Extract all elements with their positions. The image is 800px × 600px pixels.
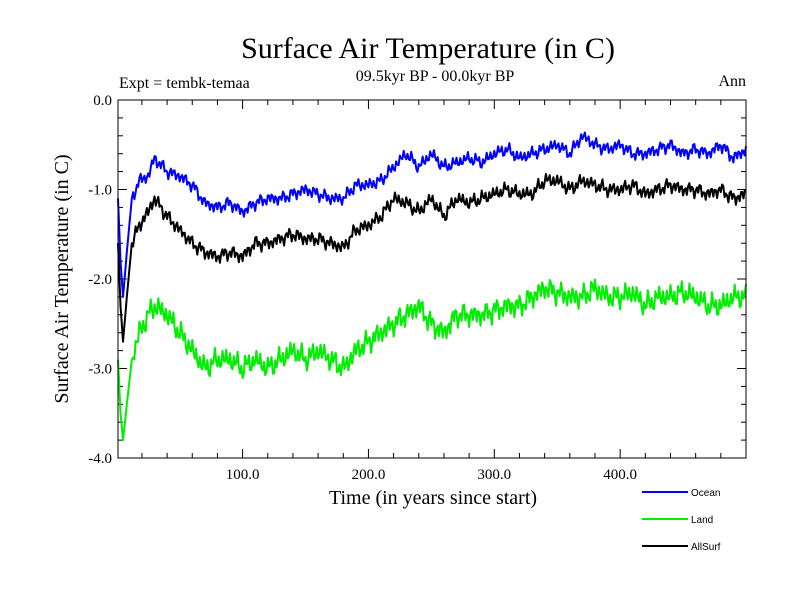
legend: Ocean Land AllSurf [642,488,721,553]
y-tick-label: -2.0 [88,272,112,288]
axis-ticks [118,99,746,459]
y-tick-label: -1.0 [88,183,112,199]
series-line-ocean [117,131,747,298]
x-tick-label: 200.0 [352,467,386,483]
axis-tick-labels: 100.0 200.0 300.0 400.0 -4.0 -3.0 -2.0 -1.0 0.0 [88,93,637,483]
data-series [117,131,747,442]
series-line-land [117,278,747,442]
legend-label-land: Land [691,515,713,526]
y-axis-label: Surface Air Temperature (in C) [51,154,73,403]
experiment-label: Expt = tembk-temaa [119,75,250,92]
y-tick-label: -3.0 [88,362,112,378]
plot-frame [117,99,747,459]
series-line-allsurf [117,172,747,343]
chart-subtitle: 09.5kyr BP - 00.0kyr BP [356,68,515,85]
x-tick-label: 100.0 [226,467,260,483]
legend-label-allsurf: AllSurf [691,542,721,553]
x-axis-label: Time (in years since start) [329,487,537,509]
season-label: Ann [718,73,746,90]
x-tick-label: 300.0 [477,467,511,483]
x-tick-label: 400.0 [603,467,637,483]
chart-title: Surface Air Temperature (in C) [241,32,615,65]
y-tick-label: 0.0 [93,93,112,109]
legend-label-ocean: Ocean [691,488,720,499]
y-tick-label: -4.0 [88,451,112,467]
